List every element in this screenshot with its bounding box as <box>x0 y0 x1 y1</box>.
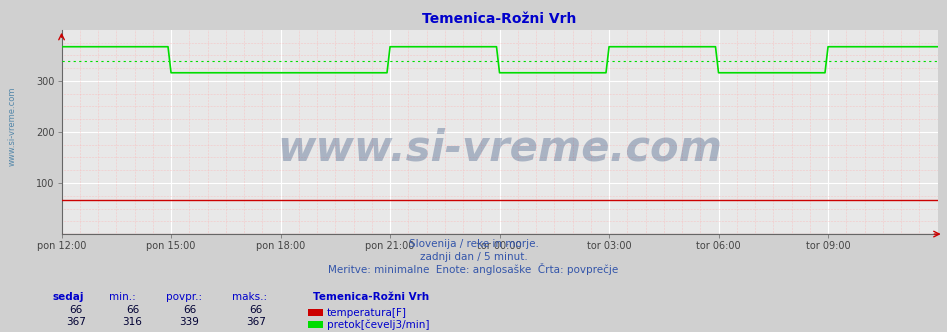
Text: min.:: min.: <box>109 292 135 302</box>
Text: 66: 66 <box>183 305 196 315</box>
Text: Temenica-Rožni Vrh: Temenica-Rožni Vrh <box>313 292 429 302</box>
Text: zadnji dan / 5 minut.: zadnji dan / 5 minut. <box>420 252 527 262</box>
Text: sedaj: sedaj <box>52 292 83 302</box>
Text: 367: 367 <box>246 317 265 327</box>
Text: 66: 66 <box>69 305 82 315</box>
Text: 339: 339 <box>180 317 199 327</box>
Text: pretok[čevelj3/min]: pretok[čevelj3/min] <box>327 319 429 330</box>
Text: 66: 66 <box>249 305 262 315</box>
Text: 66: 66 <box>126 305 139 315</box>
Text: Slovenija / reke in morje.: Slovenija / reke in morje. <box>408 239 539 249</box>
Text: povpr.:: povpr.: <box>166 292 202 302</box>
Text: 316: 316 <box>123 317 142 327</box>
Text: maks.:: maks.: <box>232 292 267 302</box>
Text: 367: 367 <box>66 317 85 327</box>
Text: www.si-vreme.com: www.si-vreme.com <box>277 127 722 169</box>
Text: www.si-vreme.com: www.si-vreme.com <box>8 86 17 166</box>
Text: temperatura[F]: temperatura[F] <box>327 308 406 318</box>
Title: Temenica-Rožni Vrh: Temenica-Rožni Vrh <box>422 12 577 26</box>
Text: Meritve: minimalne  Enote: anglosaške  Črta: povprečje: Meritve: minimalne Enote: anglosaške Črt… <box>329 263 618 275</box>
